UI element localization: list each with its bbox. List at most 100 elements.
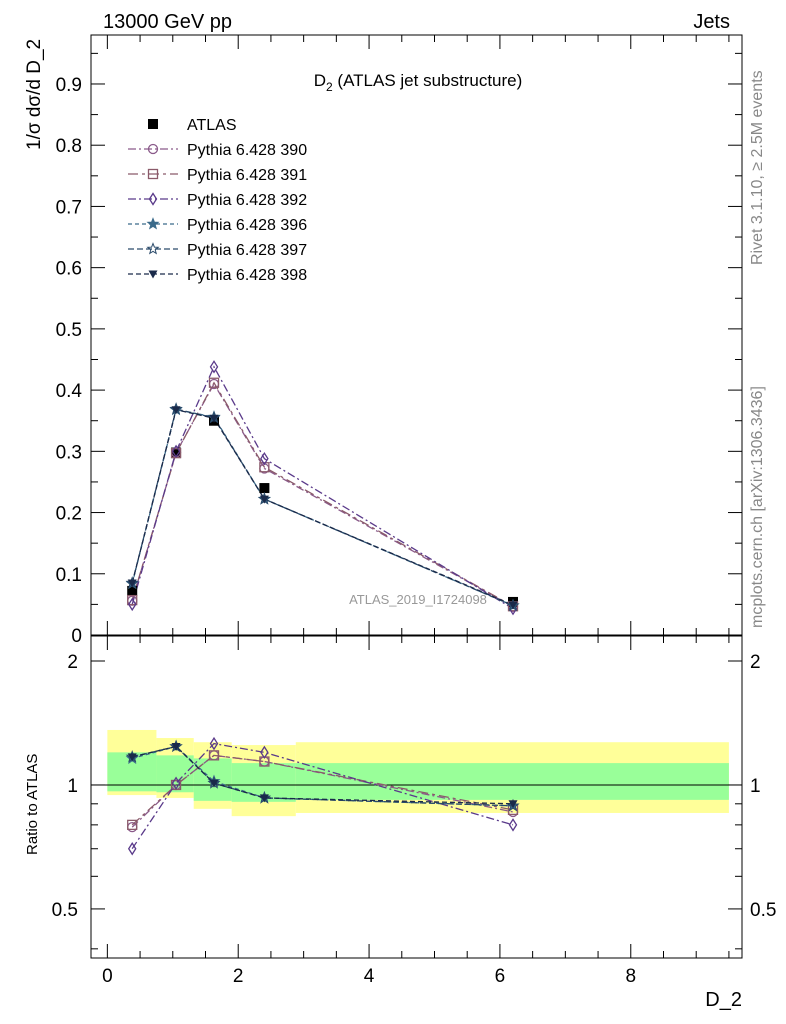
series-pythia-6.428-391 [131, 381, 514, 607]
series-pythia-6.428-390 [131, 382, 514, 608]
data-point-marker [508, 818, 518, 832]
series-atlas [127, 415, 519, 607]
data-point-marker [127, 819, 138, 831]
uncertainty-band-inner [295, 763, 729, 800]
analysis-watermark: ATLAS_2019_I1724098 [349, 592, 487, 607]
x-tick-label: 2 [233, 966, 244, 987]
ratio-series-pythia-6.428-392 [127, 736, 518, 856]
ratio-y-tick-label-right: 1 [750, 776, 761, 797]
series-line [131, 382, 514, 608]
data-point-marker [171, 406, 181, 415]
header-category: Jets [693, 11, 730, 33]
main-y-axis-label-text: 1/σ dσ/d D_2 [24, 39, 45, 150]
data-point-marker [259, 483, 270, 494]
series-pythia-6.428-396 [131, 408, 514, 607]
legend-entry: Pythia 6.428 392 [128, 192, 307, 209]
series-pythia-6.428-392 [131, 365, 514, 610]
legend-entry: Pythia 6.428 398 [128, 267, 307, 284]
y-tick-label: 0.8 [56, 136, 82, 157]
ratio-plot-frame [90, 635, 743, 959]
x-tick-label: 0 [102, 966, 113, 987]
data-point-marker [208, 750, 220, 761]
rivet-version-label: Rivet 3.1.10, ≥ 2.5M events [749, 70, 766, 265]
data-point-marker [209, 414, 219, 423]
ratio-y-axis-label: Ratio to ATLAS [24, 754, 41, 855]
ratio-y-tick-label: 0.5 [52, 900, 78, 921]
data-point-marker [508, 800, 518, 809]
ratio-y-tick-label: 2 [67, 652, 78, 673]
legend-label: Pythia 6.428 391 [187, 167, 307, 184]
y-tick-label: 0.9 [56, 75, 82, 96]
data-point-marker [209, 736, 219, 751]
main-y-axis-label: 1/σ dσ/d D_2 [24, 39, 45, 150]
header-process: 13000 GeV pp [103, 11, 232, 33]
x-tick-label: 4 [364, 966, 375, 987]
data-point-marker [259, 794, 269, 803]
data-point-marker [146, 242, 160, 255]
x-tick-label: 8 [625, 966, 636, 987]
data-point-marker [208, 377, 220, 388]
series-markers [127, 406, 518, 610]
ratio-axis-ticks: 0 2 4 6 8 0.5 0.5 1 1 2 2 [52, 636, 776, 987]
data-point-marker [127, 594, 138, 606]
data-point-marker [171, 776, 181, 790]
data-point-marker [259, 462, 270, 473]
legend-label: Pythia 6.428 390 [187, 142, 307, 159]
data-point-marker [127, 585, 138, 596]
plot-title: D2 (ATLAS jet substructure) [314, 71, 523, 94]
y-tick-label: 0.2 [56, 504, 82, 525]
ratio-y-tick-label-right: 0.5 [750, 900, 776, 921]
series-pythia-6.428-397 [131, 408, 514, 607]
legend-entry: Pythia 6.428 397 [128, 242, 307, 259]
legend-label: Pythia 6.428 396 [187, 217, 307, 234]
legend: ATLAS Pythia 6.428 390 Pythia 6.428 391 Pyt… [128, 117, 307, 284]
y-tick-label: 0.1 [56, 565, 82, 586]
y-tick-label: 0.3 [56, 442, 82, 463]
ratio-series-line [131, 754, 514, 826]
y-tick-label: 0.7 [56, 197, 82, 218]
legend-label: Pythia 6.428 397 [187, 242, 307, 259]
legend-label: ATLAS [187, 117, 237, 134]
data-point-marker [259, 495, 269, 504]
data-point-marker [171, 444, 181, 459]
data-point-marker [508, 601, 518, 610]
legend-label: Pythia 6.428 392 [187, 192, 307, 209]
series-line [131, 408, 514, 607]
data-point-marker [260, 451, 269, 466]
y-tick-label: 0.6 [56, 259, 82, 280]
data-point-marker [260, 745, 269, 760]
data-point-marker [148, 119, 158, 129]
x-axis-label: D_2 [705, 989, 742, 1011]
data-point-marker [127, 597, 137, 612]
legend-label: Pythia 6.428 398 [187, 267, 307, 284]
data-point-marker [148, 270, 158, 279]
ratio-series-line [131, 742, 514, 850]
data-point-marker [146, 217, 160, 230]
ratio-y-tick-label-right: 2 [750, 652, 761, 673]
main-plot-frame [90, 34, 743, 636]
y-tick-label: 0.5 [56, 320, 82, 341]
x-tick-label: 6 [495, 966, 506, 987]
data-point-marker [209, 779, 219, 788]
legend-entry: Pythia 6.428 391 [128, 167, 307, 184]
series-line [131, 365, 514, 610]
data-point-marker [127, 842, 137, 856]
data-point-marker [171, 447, 182, 458]
ratio-y-tick-label: 1 [67, 776, 78, 797]
y-tick-label: 0 [71, 626, 82, 647]
ratio-series-pythia-6.428-398 [127, 742, 518, 809]
data-point-marker [148, 192, 158, 206]
legend-entry: ATLAS [148, 117, 237, 134]
data-point-marker [209, 360, 219, 374]
data-point-marker [127, 579, 137, 588]
series-line [131, 408, 514, 607]
data-point-marker [127, 753, 137, 762]
data-point-marker [147, 168, 159, 180]
series-line [131, 381, 514, 607]
main-axis-ticks: 0 0.1 0.2 0.3 0.4 0.5 0.6 0.7 0.8 0.9 [56, 35, 742, 647]
mcplots-source-label: mcplots.cern.ch [arXiv:1306.3436] [749, 386, 766, 628]
y-tick-label: 0.4 [56, 381, 83, 402]
legend-entry: Pythia 6.428 390 [128, 142, 307, 159]
data-point-marker [147, 143, 159, 155]
